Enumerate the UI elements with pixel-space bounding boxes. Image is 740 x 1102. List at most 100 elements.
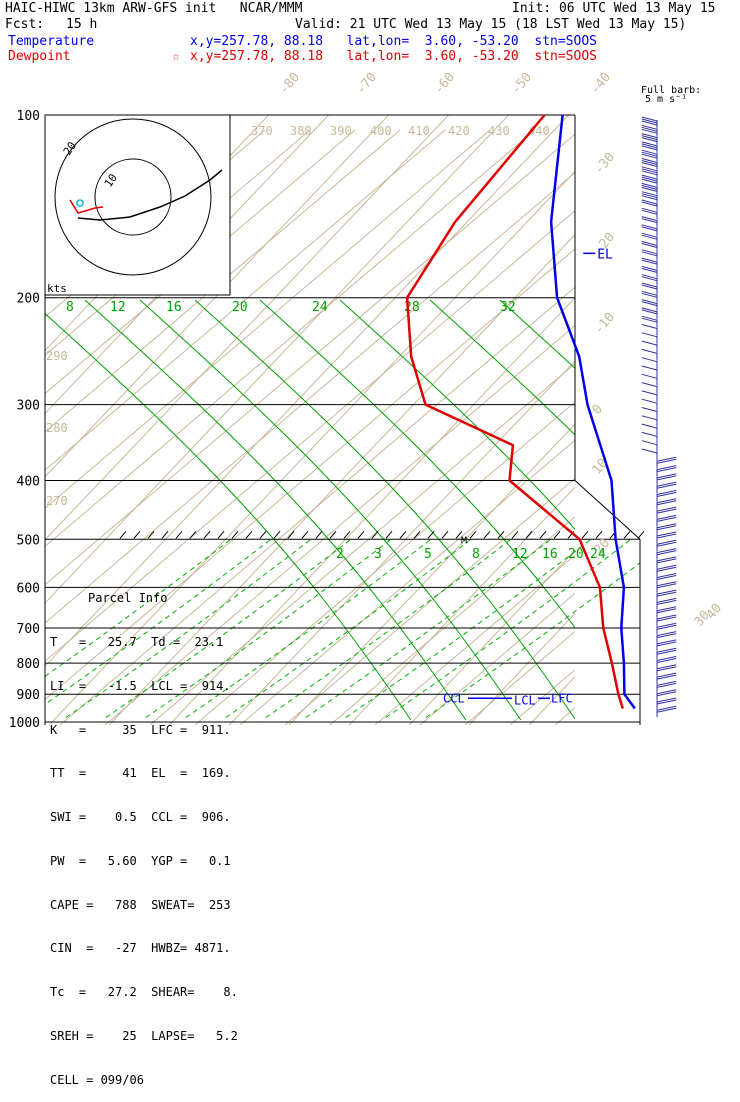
hatch-mark (623, 530, 631, 539)
hatch-mark (259, 530, 267, 539)
hatch-mark (315, 530, 323, 539)
pressure-label: 900 (17, 688, 40, 703)
hatch-mark (455, 530, 463, 539)
isotherm-label: -80 (277, 70, 304, 98)
wind-barb-flag (641, 423, 658, 429)
isotherm-line (45, 115, 570, 667)
wind-barb-flag (641, 160, 658, 165)
wind-barb-flag (641, 259, 658, 265)
wind-barb-flag (641, 116, 658, 122)
moist-adiabat-line (302, 539, 551, 721)
valid-time: Valid: 21 UTC Wed 13 May 15 (18 LST Wed … (295, 17, 687, 32)
isotherm-line (45, 115, 510, 604)
hatch-mark (287, 530, 295, 539)
wind-barb-flag (656, 550, 677, 556)
wind-barb-flag (641, 257, 658, 263)
hatch-mark (217, 530, 225, 539)
moist-adiabat-line (382, 539, 631, 721)
wind-barb-flag (641, 276, 658, 282)
wind-barb-flag (641, 158, 658, 163)
moist-adiabat-line (342, 539, 591, 721)
dry-adiabat-line (45, 171, 575, 624)
isotherm-label: -40 (588, 70, 615, 98)
mixing-ratio-label: 8 (472, 547, 480, 562)
mixing-ratio-label: 16 (166, 300, 182, 315)
wind-barb-flag (641, 301, 658, 307)
parcel-line: SWI = 0.5 CCL = 906. (50, 810, 231, 825)
mixing-ratio-label: 20 (568, 547, 584, 562)
isotherm-label: -60 (432, 70, 459, 98)
hatch-mark (189, 530, 197, 539)
hatch-mark (525, 530, 533, 539)
isotherm-label: -70 (354, 70, 381, 98)
forecast-value: 15 h (66, 17, 98, 32)
wind-barb-flag (656, 483, 677, 489)
wind-barb-flag (656, 481, 677, 487)
mixing-ratio-label: 16 (542, 547, 558, 562)
theta-label: 280 (46, 421, 68, 435)
skew-t-chart: 100 200 300 400 500 600 700 800 900 1000 -80 -70 -60… (9, 70, 740, 731)
theta-label: 390 (330, 124, 352, 138)
mixing-ratio-line (499, 299, 575, 370)
pressure-label: 400 (17, 474, 40, 489)
wind-barb-flag (656, 583, 677, 589)
dewpoint-marker-icon: ☆ (172, 49, 180, 64)
dry-adiabat-line (419, 592, 575, 725)
wind-barb-flag (641, 162, 658, 167)
wind-barb-flag (641, 151, 658, 157)
hatch-mark (329, 530, 337, 539)
hatch-mark (175, 530, 183, 539)
wind-barb-flag (641, 251, 658, 257)
wind-barb-flag (656, 633, 677, 639)
wind-barb-flag (641, 143, 658, 149)
wind-barb-flag (641, 118, 658, 124)
wind-barb-flag (641, 174, 658, 180)
hatch-mark (497, 530, 505, 539)
pressure-label: 700 (17, 622, 40, 637)
wind-barb-flag (641, 133, 658, 139)
temperature-profile (549, 114, 636, 710)
wind-barb-flag (656, 656, 677, 661)
wind-barb-flag (641, 120, 658, 126)
theta-label: 430 (488, 124, 510, 138)
wind-barb-flag (641, 137, 658, 143)
isotherm-line (45, 115, 390, 478)
moist-adiabat-line (142, 539, 391, 721)
dry-adiabat-line (45, 129, 401, 433)
parcel-line: K = 35 LFC = 911. (50, 722, 231, 737)
isotherm-line (589, 115, 740, 725)
wind-barb-flag (641, 348, 658, 354)
isotherm-line (45, 115, 330, 415)
wind-barb-flag (641, 398, 658, 404)
moist-adiabat-line (45, 539, 271, 721)
wind-barb-flag (641, 282, 658, 288)
wind-barb-flag (641, 299, 658, 305)
hatch-mark (343, 530, 351, 539)
theta-label: 420 (448, 124, 470, 138)
parcel-line: Tc = 27.2 SHEAR= 8. (50, 985, 238, 1000)
hatch-mark (161, 530, 169, 539)
barb-legend-line1: Full barb: (641, 85, 702, 96)
theta-label: 380 (290, 124, 312, 138)
dry-adiabat-line (45, 210, 575, 662)
wind-barb-flag (641, 274, 658, 280)
hatch-mark (413, 530, 421, 539)
dry-adiabat-line (284, 477, 575, 725)
mixing-ratio-label: 32 (500, 300, 516, 315)
isotherm-line (45, 115, 450, 541)
hatch-mark (595, 530, 603, 539)
isotherm-line (168, 297, 575, 725)
wind-barb-flag (656, 539, 677, 545)
pressure-label: 300 (17, 399, 40, 414)
barb-legend-line2: 5 m s⁻¹ (645, 94, 688, 105)
wind-barb-flag (641, 145, 658, 151)
wind-barb-flag (641, 234, 658, 240)
wind-barb-flag (641, 199, 658, 205)
isotherm-line (348, 486, 575, 725)
wind-barb-flag (656, 456, 677, 462)
wind-barb-flag (641, 176, 658, 182)
wind-barb-flag (656, 566, 677, 572)
theta-label: 270 (46, 494, 68, 508)
dry-adiabat-line (45, 129, 536, 548)
wind-barb-flag (641, 193, 658, 199)
